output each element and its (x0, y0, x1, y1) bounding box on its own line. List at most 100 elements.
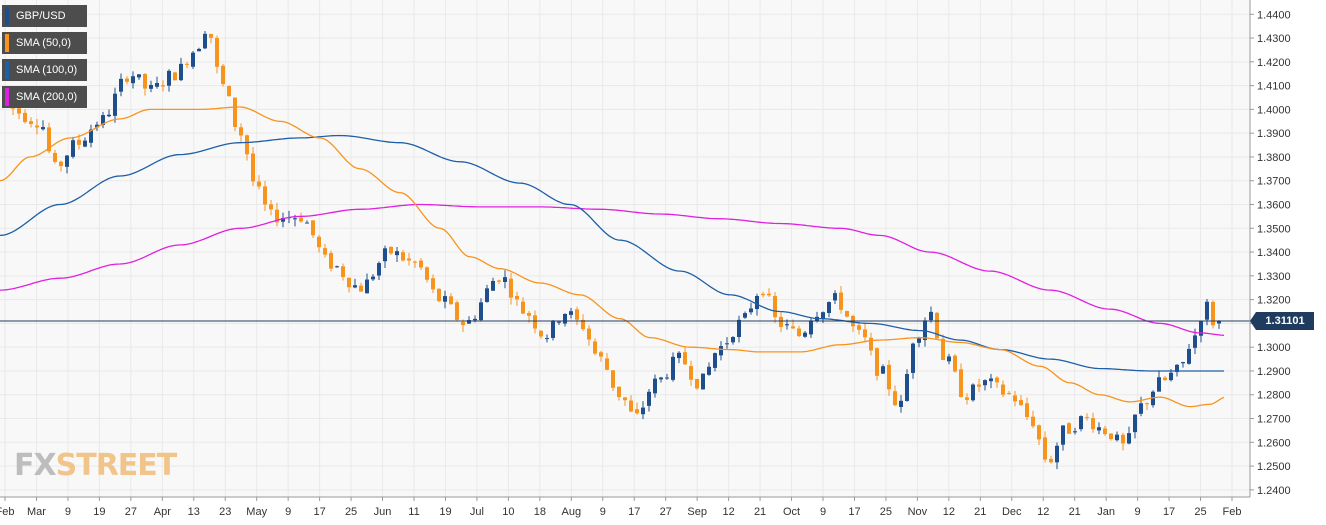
y-tick-label: 1.4100 (1257, 81, 1291, 93)
y-tick-label: 1.3700 (1257, 176, 1291, 188)
candle (197, 47, 201, 52)
candle-body (749, 308, 753, 313)
candle-body (305, 222, 309, 224)
candle-body (125, 78, 129, 82)
candle (827, 301, 831, 318)
candle (41, 120, 45, 131)
candle (1217, 320, 1221, 329)
candle-body (1079, 416, 1083, 430)
candle-body (221, 65, 225, 85)
candle (365, 273, 369, 294)
candle (455, 300, 459, 322)
legend-swatch-sma-200 (5, 88, 9, 106)
candle (1001, 380, 1005, 398)
candle-body (563, 313, 567, 324)
x-tick-label: 21 (754, 506, 766, 518)
candle (155, 76, 159, 89)
candle-body (989, 378, 993, 382)
legend-item-sma-50[interactable]: SMA (50,0) (2, 32, 88, 54)
candle (437, 288, 441, 303)
candle (263, 180, 267, 212)
candle (713, 352, 717, 372)
candle (467, 316, 471, 324)
x-tick-label: 10 (502, 506, 514, 518)
candle-body (1019, 400, 1023, 406)
candle (809, 318, 813, 338)
candle-body (143, 73, 147, 89)
candle-body (65, 155, 69, 167)
candle-body (785, 324, 789, 326)
candle (539, 329, 543, 339)
candle-body (215, 38, 219, 67)
candle-body (887, 364, 891, 390)
candle (311, 220, 315, 239)
candle (947, 353, 951, 365)
candle-body (773, 296, 777, 318)
candle (533, 310, 537, 334)
candle-body (959, 369, 963, 397)
candle-body (1193, 335, 1197, 348)
candle (1043, 431, 1047, 463)
candle (611, 370, 615, 391)
candle (461, 319, 465, 333)
candle (83, 137, 87, 148)
candle-body (869, 337, 873, 351)
candle-body (935, 312, 939, 339)
candle (191, 51, 195, 69)
legend-swatch-gbpusd (5, 7, 9, 25)
plot-background (0, 0, 1250, 497)
candle (1181, 361, 1185, 368)
x-tick-label: 27 (660, 506, 672, 518)
candle (239, 123, 243, 142)
candle (89, 124, 93, 148)
legend-item-sma-200[interactable]: SMA (200,0) (2, 86, 88, 108)
candle (977, 378, 981, 393)
candle-body (665, 377, 669, 379)
candle (707, 362, 711, 376)
candle (1055, 442, 1059, 470)
candle (1103, 425, 1107, 436)
candle (17, 106, 21, 120)
candle (143, 73, 147, 96)
candle (305, 220, 309, 224)
candle (1067, 422, 1071, 434)
candle-body (1109, 433, 1113, 440)
legend-item-sma-100[interactable]: SMA (100,0) (2, 59, 88, 81)
candle (1211, 300, 1215, 329)
legend-item-gbpusd[interactable]: GBP/USD (2, 5, 88, 27)
candle-body (191, 52, 195, 67)
candle (911, 342, 915, 379)
candle-body (1049, 458, 1053, 463)
candle-body (737, 319, 741, 338)
x-tick-label: 25 (1194, 506, 1206, 518)
y-tick-label: 1.4400 (1257, 9, 1291, 21)
candle (959, 363, 963, 398)
candle (869, 332, 873, 356)
candle-body (365, 279, 369, 294)
candle-body (671, 356, 675, 380)
candle-body (101, 115, 105, 126)
candle-body (1103, 428, 1107, 435)
candle (161, 80, 165, 92)
candle (281, 212, 285, 228)
candle-body (491, 280, 495, 291)
candle (1037, 424, 1041, 445)
candle-body (689, 366, 693, 380)
candle-body (1127, 433, 1131, 444)
candle-body (299, 217, 303, 222)
candle (377, 261, 381, 280)
candle-body (977, 384, 981, 387)
candle-body (35, 125, 39, 128)
sma-50-line (0, 106, 1225, 408)
candle-body (551, 320, 555, 338)
x-tick-label: Jun (374, 506, 392, 518)
y-tick-label: 1.4200 (1257, 57, 1291, 69)
candle-body (641, 407, 645, 415)
candle (659, 376, 663, 383)
candle (257, 175, 261, 190)
candle-body (413, 261, 417, 263)
candle (953, 354, 957, 373)
candle (761, 291, 765, 298)
y-tick-label: 1.3200 (1257, 295, 1291, 307)
candle-body (839, 292, 843, 310)
